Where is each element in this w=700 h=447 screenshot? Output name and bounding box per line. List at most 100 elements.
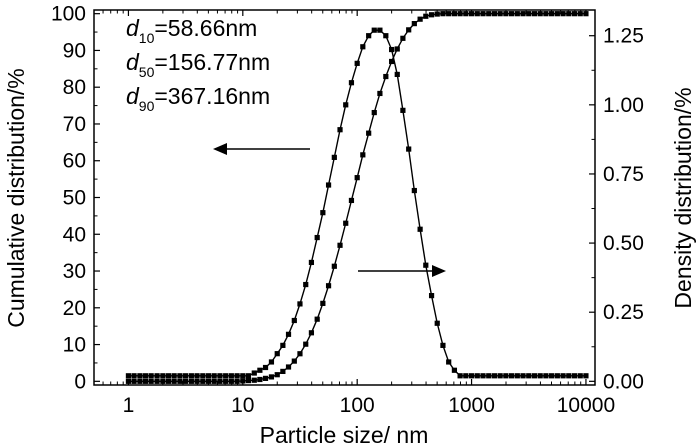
density-point [406,146,412,152]
x-tick-label: 100 [340,394,375,417]
cumulative-point [543,11,549,17]
cumulative-point [468,11,475,17]
density-point [389,46,395,53]
cumulative-point [228,378,234,384]
cumulative-point [343,220,349,226]
cumulative-point [526,11,532,17]
cumulative-point [411,21,417,27]
cumulative-point [400,35,406,41]
y-left-tick-label: 90 [63,39,86,62]
density-point [280,342,286,348]
density-point [343,102,349,108]
density-point [497,373,503,379]
density-point [428,293,435,299]
cumulative-point [503,11,509,17]
cumulative-point [291,358,297,364]
cumulative-point [297,351,303,357]
axis-ticks: 1 10 100 1000 10000 0 10 20 30 40 50 60 70 80 90 100 0.0… [51,3,644,417]
density-point [188,373,194,379]
cumulative-point [428,12,435,18]
y-left-tick-label: 80 [63,76,86,99]
density-point [394,71,400,78]
cumulative-point [182,378,189,384]
cumulative-point [537,11,543,17]
cumulative-point [549,11,555,17]
density-point [200,373,206,379]
y-left-tick-label: 70 [63,113,86,136]
cumulative-point [451,11,458,17]
cumulative-point [257,376,263,383]
cumulative-point [165,378,172,384]
cumulative-point [583,11,589,17]
density-point [182,373,189,379]
density-point [457,373,463,379]
cumulative-point [337,242,343,248]
density-point [154,373,160,379]
cumulative-point [125,378,132,384]
cumulative-point [463,11,469,17]
cumulative-point [223,378,229,384]
cumulative-point [514,11,520,17]
density-point [446,359,452,365]
cumulative-point [205,378,212,384]
cumulative-point [440,11,446,17]
y-left-tick-label: 20 [63,297,86,320]
density-point [165,373,172,379]
cumulative-point [320,300,326,306]
cumulative-point [554,11,560,17]
cumulative-point [394,46,400,52]
density-point [480,373,486,379]
cumulative-point [371,109,377,116]
density-point [451,367,458,373]
density-point [251,370,257,376]
cumulative-point [491,11,498,17]
cumulative-point [571,11,578,17]
cumulative-point [240,378,246,384]
density-point [354,60,360,66]
cumulative-point [160,378,166,384]
density-point [468,373,475,379]
cumulative-point [531,11,538,17]
density-point [177,373,183,379]
cumulative-point [560,11,566,17]
cumulative-point [154,378,160,384]
cumulative-point [308,330,315,336]
density-point [571,373,578,379]
data-series [125,11,589,384]
cumulative-point [142,378,149,384]
cumulative-point [417,16,423,22]
density-point [320,210,326,216]
cumulative-point [137,378,143,384]
density-point [411,187,417,194]
y-right-tick-label: 0.00 [603,370,644,393]
density-point [377,27,383,33]
density-point [228,373,234,379]
density-point [194,373,200,379]
density-point [434,320,440,326]
density-point [125,373,132,379]
cumulative-point [331,263,337,269]
density-point [348,80,355,86]
density-point [217,373,223,379]
density-point [285,331,292,337]
cumulative-point [194,378,200,384]
cumulative-point [131,378,137,384]
density-point [171,373,177,379]
y-left-tick-label: 30 [63,260,86,283]
y-right-tick-label: 1.25 [603,25,644,48]
density-point [537,373,543,379]
cumulative-point [325,283,332,289]
density-point [142,373,149,379]
x-tick-label: 1000 [448,394,495,417]
cumulative-point [566,11,572,17]
density-point [366,33,372,39]
cumulative-point [406,27,412,33]
density-point [240,373,246,379]
y-left-tick-label: 50 [63,187,86,210]
density-point [337,127,343,133]
cumulative-point [509,11,515,17]
density-point [268,359,275,365]
density-point [131,373,137,379]
cumulative-point [188,378,194,384]
